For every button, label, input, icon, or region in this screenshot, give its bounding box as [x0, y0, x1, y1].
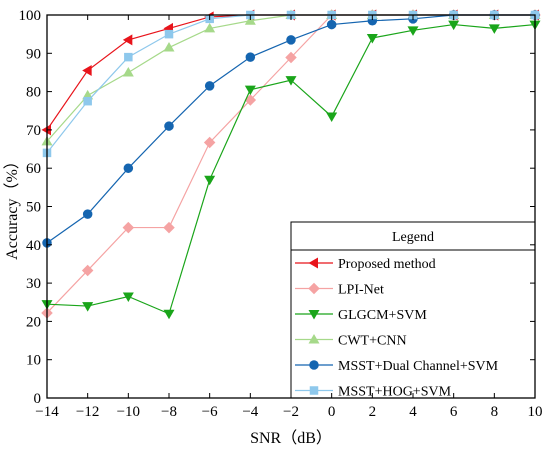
x-tick-label: −8	[161, 404, 177, 420]
data-point	[285, 51, 297, 64]
series-glgcm-svm	[41, 20, 541, 320]
legend-marker	[308, 282, 320, 295]
data-point	[204, 175, 216, 186]
legend-box	[290, 221, 536, 399]
x-tick-label: −4	[242, 404, 258, 420]
data-point	[122, 34, 133, 46]
data-point	[407, 26, 419, 36]
y-tick-label: 0	[34, 391, 42, 407]
y-tick-label: 30	[26, 276, 41, 292]
y-tick-label: 10	[26, 353, 41, 369]
x-tick-label: 2	[369, 404, 377, 420]
y-tick-label: 80	[26, 85, 41, 101]
data-point	[285, 76, 297, 86]
legend-label: LPI-Net	[338, 283, 384, 298]
data-point	[488, 24, 500, 34]
data-point	[164, 121, 174, 131]
x-tick-label: −2	[283, 404, 299, 420]
data-point	[124, 52, 133, 62]
legend-label: Proposed method	[338, 257, 436, 272]
legend-title: Legend	[392, 230, 434, 245]
y-tick-label: 20	[26, 314, 41, 330]
y-tick-label: 70	[26, 123, 41, 139]
legend-marker	[308, 310, 320, 320]
data-point	[122, 66, 134, 77]
y-tick-label: 60	[26, 161, 41, 177]
data-point	[286, 35, 296, 45]
y-tick-label: 90	[26, 46, 41, 62]
x-tick-label: −10	[117, 404, 140, 420]
x-tick-label: −14	[35, 404, 59, 420]
legend-marker	[308, 334, 320, 344]
legend-entry: Proposed method	[295, 257, 436, 272]
y-tick-label: 40	[26, 238, 41, 254]
legend-entry: MSST+Dual Channel+SVM	[295, 359, 499, 374]
series-line	[46, 14, 535, 244]
legend: Legend Proposed method LPI-Net GLGCM+SVM CWT…	[290, 221, 536, 400]
data-point	[204, 81, 215, 91]
x-tick-label: −6	[202, 404, 218, 420]
data-point	[245, 52, 256, 62]
legend-entry: LPI-Net	[295, 283, 384, 298]
data-point	[123, 163, 134, 173]
data-point	[81, 264, 94, 277]
data-point	[122, 221, 135, 234]
legend-label: GLGCM+SVM	[338, 308, 427, 323]
data-point	[326, 112, 338, 122]
series-msst-dual-channel-svm	[42, 10, 540, 248]
data-point	[204, 22, 216, 33]
x-tick-label: 4	[409, 404, 417, 420]
data-point	[203, 136, 216, 149]
data-point	[82, 209, 93, 219]
data-point	[82, 302, 94, 312]
data-point	[244, 85, 256, 96]
legend-marker	[309, 360, 319, 370]
legend-marker	[309, 386, 319, 395]
data-point	[163, 309, 175, 320]
data-point	[82, 65, 92, 77]
legend-marker	[308, 257, 318, 269]
y-axis-label: Accuracy（%）	[3, 153, 21, 260]
data-point	[448, 20, 460, 31]
x-tick-label: 0	[328, 404, 336, 420]
x-tick-label: −12	[76, 404, 99, 420]
axes: −14 −12 −10 −8 −6 −4 −2 0 2 4 6 8 100102030405060708…	[3, 8, 543, 447]
x-tick-label: 6	[450, 404, 458, 420]
data-point	[83, 96, 92, 106]
data-point	[163, 42, 175, 52]
data-point	[164, 29, 174, 39]
data-point	[326, 19, 337, 30]
data-point	[122, 292, 134, 303]
x-tick-label: 10	[528, 404, 543, 420]
legend-label: MSST+HOG+SVM	[338, 385, 452, 400]
legend-label: MSST+Dual Channel+SVM	[338, 359, 499, 374]
y-tick-label: 100	[19, 8, 42, 24]
data-point	[366, 33, 378, 44]
x-tick-label: 8	[491, 404, 499, 420]
series-line	[46, 14, 535, 131]
legend-entry: CWT+CNN	[295, 334, 407, 349]
data-point	[163, 221, 175, 234]
y-tick-label: 50	[26, 200, 41, 216]
series-proposed-method	[41, 9, 539, 136]
x-axis-label: SNR（dB）	[250, 429, 332, 447]
legend-entry: GLGCM+SVM	[295, 308, 427, 323]
legend-entry: MSST+HOG+SVM	[295, 385, 452, 400]
legend-label: CWT+CNN	[338, 334, 407, 349]
data-point	[41, 124, 51, 136]
